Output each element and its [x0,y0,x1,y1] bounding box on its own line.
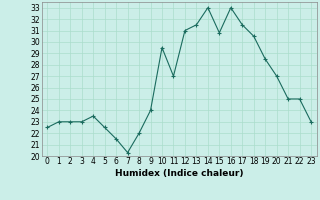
X-axis label: Humidex (Indice chaleur): Humidex (Indice chaleur) [115,169,244,178]
